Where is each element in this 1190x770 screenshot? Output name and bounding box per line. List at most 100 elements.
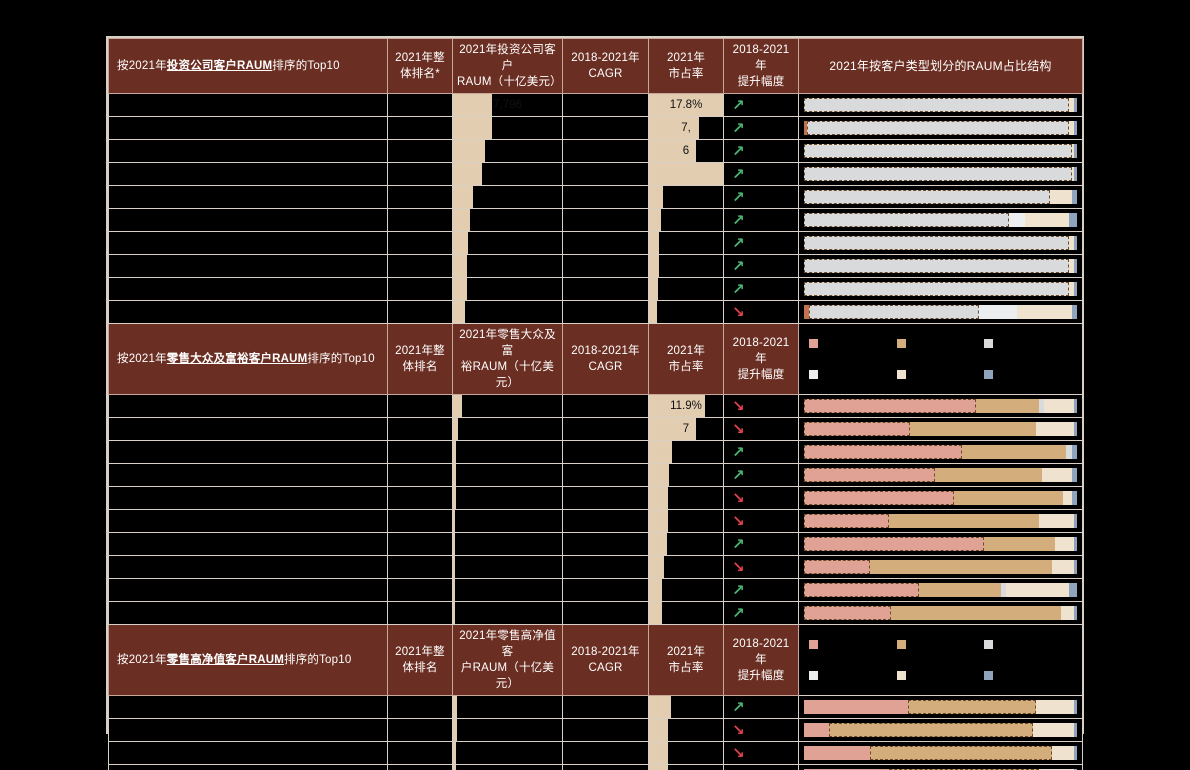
table-row[interactable]: ↘ (108, 555, 1083, 579)
column-header-line: 2018-2021年 (732, 337, 790, 365)
legend-swatch-icon (984, 640, 994, 649)
table-row[interactable]: ↘ (108, 300, 1083, 324)
market-share-cell (648, 231, 724, 255)
firm-name-cell (108, 300, 388, 324)
column-header-share: 2021年 市占率 (648, 624, 724, 696)
market-share-bar (649, 602, 662, 624)
redaction-overlay (109, 395, 387, 417)
stacked-bar-segment (1066, 445, 1072, 459)
legend-item (896, 338, 985, 349)
redaction-overlay (563, 209, 648, 231)
stacked-bar-segment (1071, 144, 1075, 158)
redaction-overlay (453, 395, 562, 417)
composition-chart-cell (798, 532, 1083, 556)
trend-up-icon: ↗ (732, 280, 745, 298)
table-row[interactable]: ↘ (108, 509, 1083, 533)
table-row[interactable]: ↗ (108, 277, 1083, 301)
market-share-cell: 6 (648, 139, 724, 163)
market-share-bar (649, 487, 669, 509)
delta-cell: ↗ (723, 254, 799, 278)
table-row[interactable]: ↗ (108, 532, 1083, 556)
stacked-bar-segment (1074, 422, 1077, 436)
table-row[interactable]: ↗ (108, 764, 1083, 770)
table-row[interactable]: ↘ (108, 741, 1083, 765)
table-row[interactable]: ↗ (108, 463, 1083, 487)
table-row[interactable]: 7,796 17.8% ↗ (108, 93, 1083, 117)
firm-name-cell (108, 162, 388, 186)
trend-up-icon: ↗ (732, 165, 745, 183)
market-share-bar (649, 533, 667, 555)
table-row[interactable]: ↗ (108, 695, 1083, 719)
stacked-bar-segment (804, 606, 892, 620)
redaction-overlay (563, 117, 648, 139)
stacked-bar-segment (804, 445, 963, 459)
table-row[interactable]: 3 7, ↗ (108, 116, 1083, 140)
raum-value-cell (452, 394, 563, 418)
column-header-line: 2018-2021年 (571, 345, 640, 357)
cagr-cell (562, 139, 649, 163)
overall-rank-cell (387, 440, 453, 464)
table-row[interactable]: 6 ↗ (108, 139, 1083, 163)
legend-swatch-icon (809, 370, 818, 379)
section-title: 按2021年零售高净值客户RAUM排序的Top10 (108, 624, 388, 696)
trend-up-icon: ↗ (732, 96, 745, 114)
table-row[interactable]: 7 ↘ (108, 417, 1083, 441)
legend-item (896, 369, 985, 380)
table-row[interactable]: ↗ (108, 185, 1083, 209)
redaction-overlay (109, 510, 387, 532)
stacked-bar-segment (1033, 723, 1075, 737)
market-share-label: 6 (682, 145, 690, 157)
table-row[interactable]: ↗ (108, 254, 1083, 278)
redaction-overlay (563, 602, 648, 624)
table-row[interactable]: ↗ (108, 578, 1083, 602)
table-row[interactable]: ↘ (108, 718, 1083, 742)
redaction-overlay (109, 255, 387, 277)
stacked-bar-segment (891, 606, 1061, 620)
table-row[interactable]: 11.9% ↘ (108, 394, 1083, 418)
table-row[interactable]: ↘ (108, 486, 1083, 510)
redaction-overlay (453, 696, 562, 718)
trend-up-icon: ↗ (732, 119, 745, 137)
delta-cell: ↗ (723, 185, 799, 209)
market-share-cell: 17.8% (648, 93, 724, 117)
stacked-bar-segment (1068, 259, 1075, 273)
section-header-retail-hnw: 按2021年零售高净值客户RAUM排序的Top10 2021年整 体排名 2021年零… (108, 624, 1083, 696)
stacked-bar-segment (804, 468, 936, 482)
redaction-overlay (388, 556, 452, 578)
column-header-line: 2021年零售大众及富 (459, 329, 556, 357)
redaction-overlay (388, 487, 452, 509)
trend-down-icon: ↘ (732, 303, 745, 321)
redaction-overlay (453, 765, 562, 770)
firm-name-cell (108, 394, 388, 418)
redaction-overlay (699, 117, 723, 139)
firm-name-cell (108, 555, 388, 579)
column-header-line: 2021年 (666, 345, 706, 357)
overall-rank-cell (387, 185, 453, 209)
redaction-overlay (724, 255, 798, 277)
column-header-line: 裕RAUM（十亿美元） (460, 361, 555, 389)
redaction-overlay (649, 556, 723, 578)
firm-name-cell (108, 93, 388, 117)
table-row[interactable]: ↗ (108, 208, 1083, 232)
redaction-overlay (388, 418, 452, 440)
raum-value-bar (453, 278, 468, 300)
redaction-overlay (649, 602, 723, 624)
redaction-overlay (109, 301, 387, 323)
trend-down-icon: ↘ (732, 558, 745, 576)
stacked-bar-segment (804, 422, 911, 436)
delta-cell: ↗ (723, 578, 799, 602)
delta-cell: ↗ (723, 116, 799, 140)
market-share-cell (648, 254, 724, 278)
table-row[interactable]: ↗ (108, 601, 1083, 625)
stacked-bar-segment (975, 399, 1039, 413)
market-share-cell (648, 532, 724, 556)
table-row[interactable]: ↗ (108, 162, 1083, 186)
table-row[interactable]: ↗ (108, 231, 1083, 255)
market-share-cell (648, 578, 724, 602)
redaction-overlay (453, 510, 562, 532)
raum-value-cell (452, 417, 563, 441)
market-share-bar (649, 579, 663, 601)
table-row[interactable]: ↗ (108, 440, 1083, 464)
redaction-overlay (109, 487, 387, 509)
section-title-keyword: 投资公司客户RAUM (166, 60, 273, 72)
